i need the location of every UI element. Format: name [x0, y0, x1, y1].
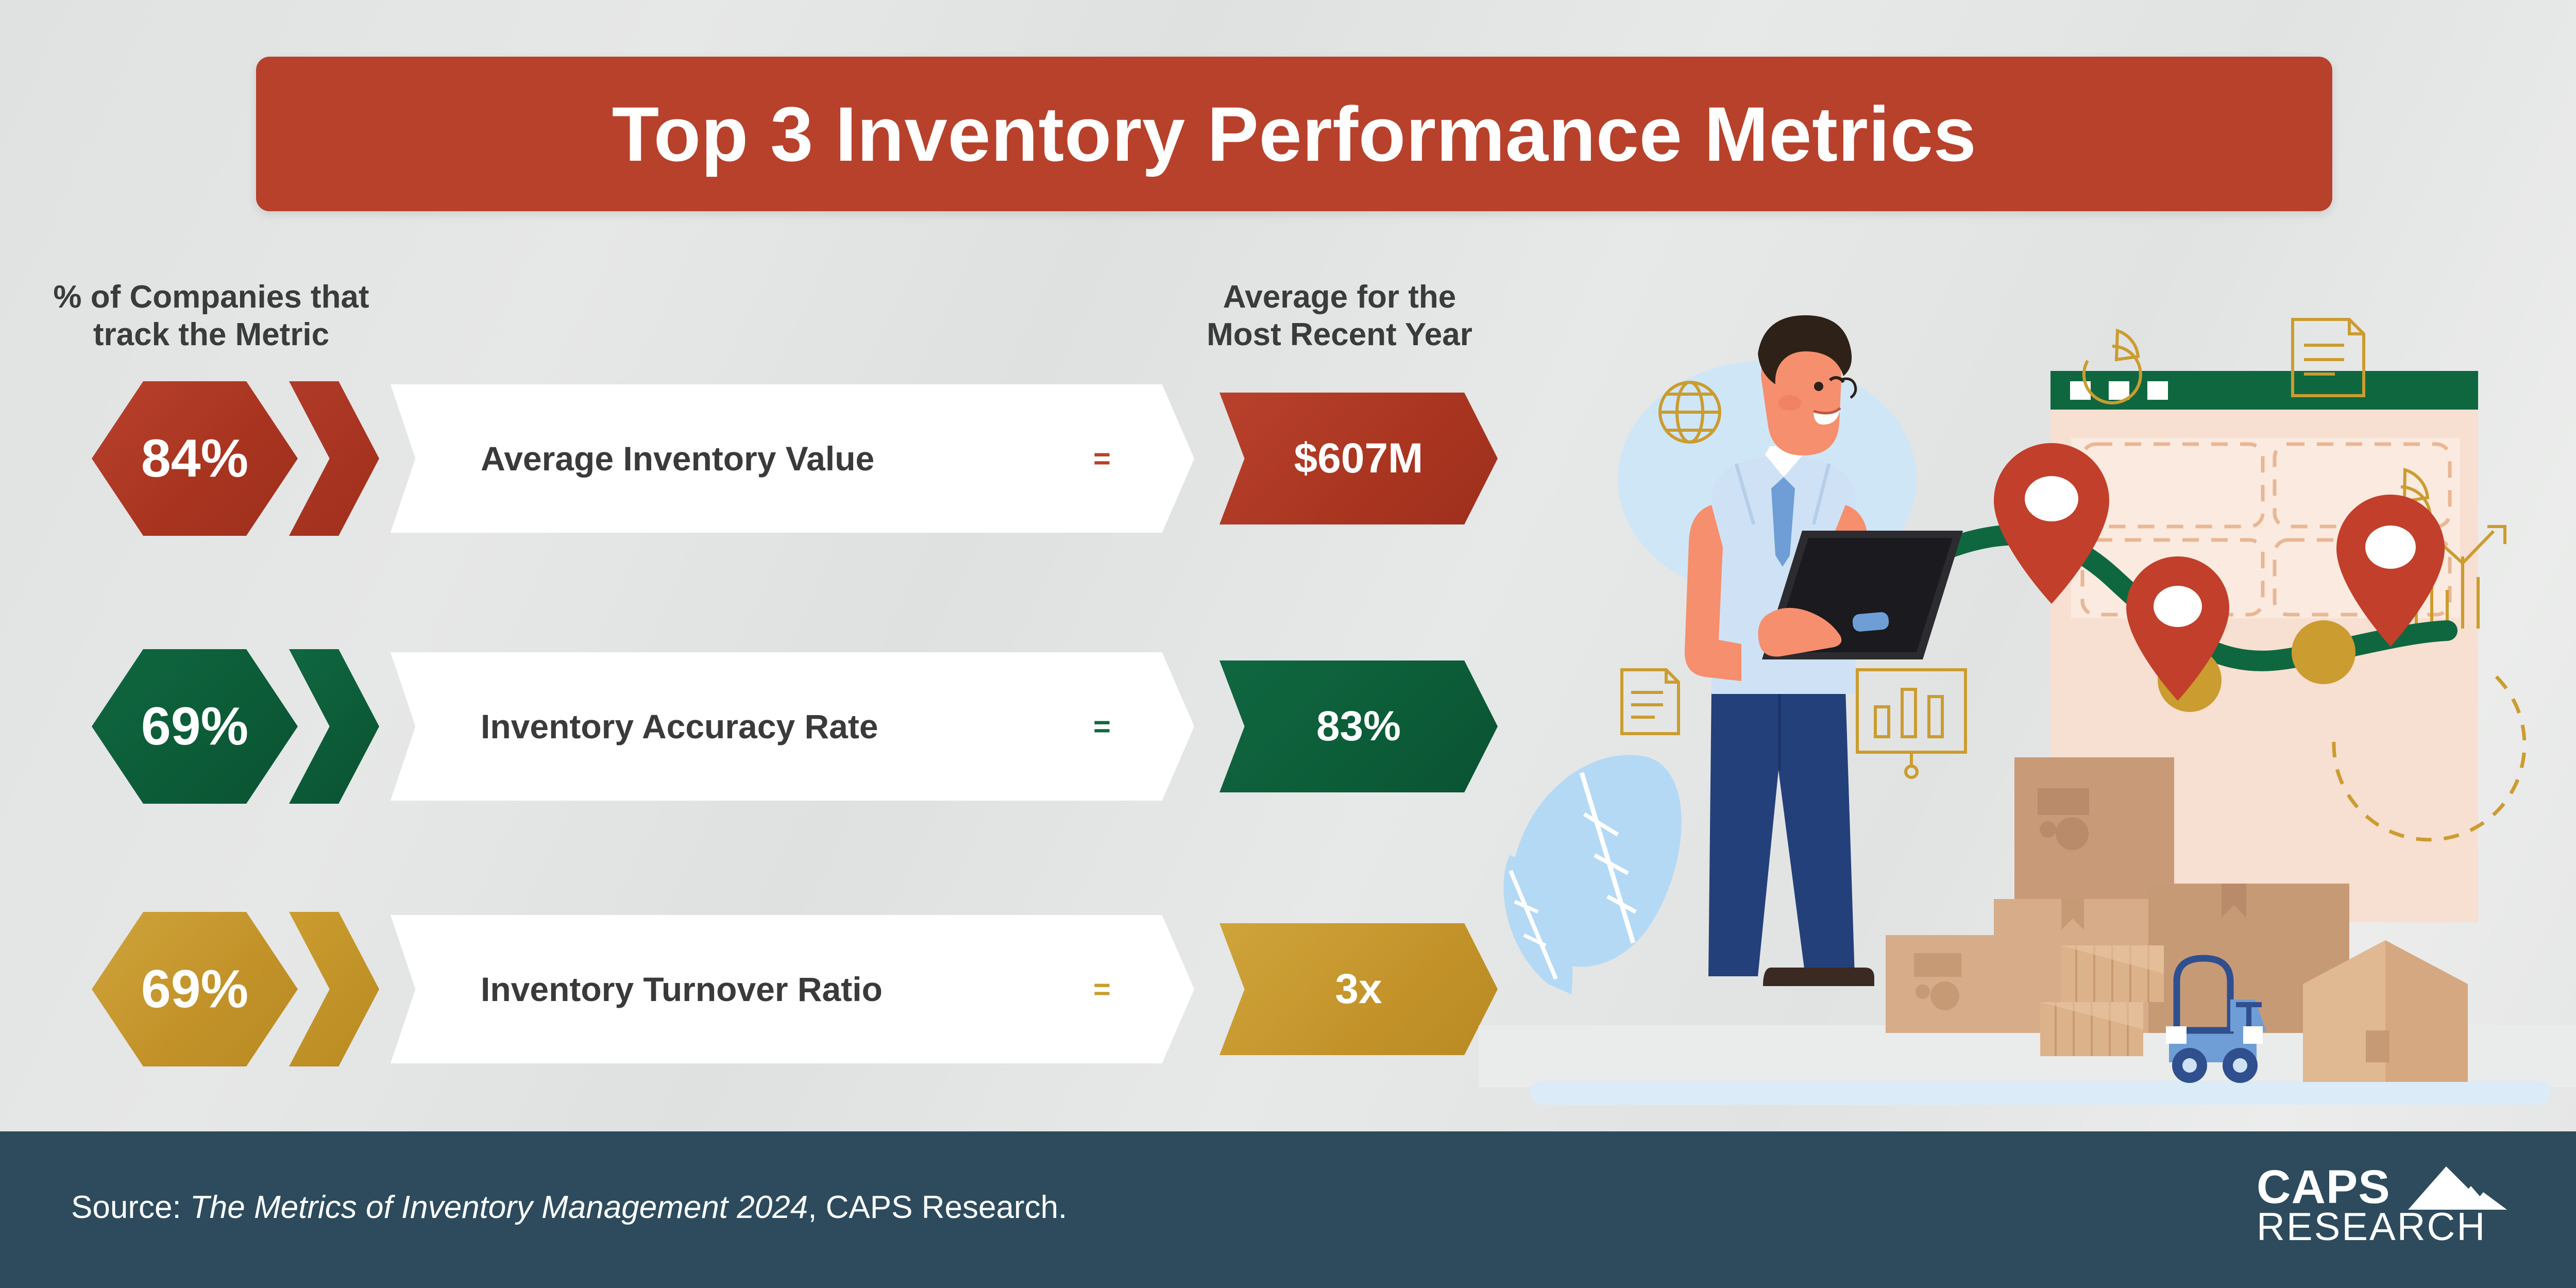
- equals-glyph: =: [1093, 709, 1111, 743]
- metric-value: $607M: [1294, 435, 1423, 482]
- document-icon: [1620, 668, 1680, 735]
- bar-chart-icon: [1856, 668, 1967, 779]
- right-column-header: Average for the Most Recent Year: [1207, 279, 1472, 353]
- cardboard-boxes: [1886, 757, 2349, 1033]
- percent-badge: 69%: [92, 912, 380, 1066]
- house-box-icon: [2303, 940, 2468, 1082]
- chevron-accent-icon: [289, 381, 379, 536]
- footer-bar: Source: The Metrics of Inventory Managem…: [0, 1131, 2576, 1288]
- metric-label: Inventory Turnover Ratio: [481, 970, 883, 1008]
- forklift-icon: [2166, 955, 2266, 1083]
- donut-chart-icon: [2082, 328, 2142, 404]
- metric-label-band: Inventory Accuracy Rate: [391, 652, 1194, 801]
- page-title: Top 3 Inventory Performance Metrics: [612, 91, 1977, 177]
- metric-value: 83%: [1316, 703, 1401, 750]
- source-prefix: Source:: [71, 1190, 190, 1225]
- equals-sign: =: [1093, 912, 1111, 1066]
- mountain-peaks-icon: [2408, 1166, 2507, 1210]
- percent-value: 84%: [141, 429, 249, 488]
- metric-label: Inventory Accuracy Rate: [481, 707, 878, 745]
- chevron-accent-icon: [289, 649, 379, 804]
- hexagon-shape: 69%: [92, 649, 298, 804]
- chevron-accent-icon: [289, 912, 379, 1066]
- equals-sign: =: [1093, 381, 1111, 536]
- map-pin-icon: [2336, 495, 2445, 647]
- source-suffix: , CAPS Research.: [808, 1190, 1067, 1225]
- logo-caps-text: CAPS: [2257, 1161, 2391, 1213]
- equals-sign: =: [1093, 649, 1111, 804]
- percent-value: 69%: [141, 959, 249, 1019]
- person-illustration: [1684, 315, 1963, 986]
- hexagon-shape: 69%: [92, 912, 298, 1066]
- globe-icon: [1658, 381, 1721, 444]
- source-citation: Source: The Metrics of Inventory Managem…: [71, 1189, 1067, 1226]
- caps-research-logo: CAPS RESEARCH: [2257, 1163, 2514, 1256]
- metric-row: 69% Inventory Accuracy Rate = 83%: [0, 649, 1546, 804]
- wooden-crates: [2040, 945, 2164, 1056]
- document-icon: [2291, 318, 2365, 397]
- map-pin-icon: [2126, 556, 2229, 701]
- floor-shadow: [1530, 1081, 2550, 1105]
- metric-label-band: Average Inventory Value: [391, 384, 1194, 533]
- equals-glyph: =: [1093, 972, 1111, 1006]
- hexagon-shape: 84%: [92, 381, 298, 536]
- metric-label-band: Inventory Turnover Ratio: [391, 915, 1194, 1063]
- metric-row: 69% Inventory Turnover Ratio = 3x: [0, 912, 1546, 1066]
- value-banner: $607M: [1219, 393, 1498, 524]
- metric-value: 3x: [1335, 965, 1382, 1012]
- logo-research-text: RESEARCH: [2257, 1205, 2487, 1249]
- dashed-arc: [2332, 668, 2527, 842]
- metric-label: Average Inventory Value: [481, 439, 875, 478]
- left-column-header: % of Companies that track the Metric: [53, 279, 369, 353]
- map-pin-icon: [1994, 443, 2109, 604]
- metric-row: 84% Average Inventory Value = $607M: [0, 381, 1546, 536]
- route-node: [2292, 620, 2355, 684]
- warehouse-illustration: [1479, 309, 2576, 1133]
- percent-value: 69%: [141, 697, 249, 756]
- value-banner: 3x: [1219, 923, 1498, 1055]
- source-title: The Metrics of Inventory Management 2024: [190, 1190, 808, 1225]
- percent-badge: 69%: [92, 649, 380, 804]
- value-banner: 83%: [1219, 660, 1498, 792]
- percent-badge: 84%: [92, 381, 380, 536]
- equals-glyph: =: [1093, 442, 1111, 476]
- title-banner: Top 3 Inventory Performance Metrics: [256, 57, 2332, 211]
